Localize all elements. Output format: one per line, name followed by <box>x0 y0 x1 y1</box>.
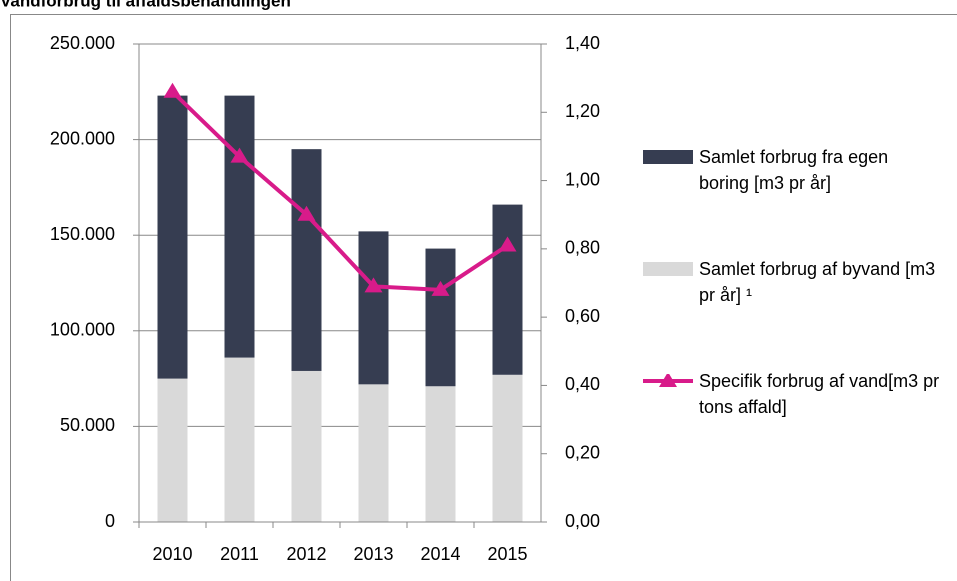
legend-label: Samlet forbrug af byvand [m3 pr år] ¹ <box>699 259 936 305</box>
marker <box>230 147 249 163</box>
x-tick-label: 2011 <box>220 544 259 564</box>
y-tick-label: 0 <box>105 511 115 531</box>
y2-tick-label: 0,60 <box>565 306 600 326</box>
y-tick-label: 250.000 <box>50 33 115 53</box>
x-tick-label: 2015 <box>487 544 527 564</box>
bar <box>492 374 523 522</box>
x-tick-label: 2012 <box>286 544 326 564</box>
y-tick-label: 150.000 <box>50 224 115 244</box>
bar <box>224 95 255 358</box>
legend-key <box>643 372 693 388</box>
y-tick-label: 200.000 <box>50 128 115 148</box>
legend-label: Samlet forbrug fra egen boring [m3 pr år… <box>699 147 889 193</box>
y-tick-label: 50.000 <box>60 415 115 435</box>
y2-tick-label: 1,40 <box>565 33 600 53</box>
y2-tick-label: 0,20 <box>565 442 600 462</box>
bar <box>157 378 188 522</box>
bar <box>291 149 322 371</box>
legend-entry: Samlet forbrug fra egen boring [m3 pr år… <box>643 144 943 196</box>
marker <box>364 277 383 293</box>
bar <box>224 357 255 522</box>
x-tick-label: 2010 <box>152 544 192 564</box>
marker <box>431 280 450 296</box>
bar <box>425 386 456 522</box>
x-tick-label: 2014 <box>420 544 460 564</box>
y-tick-label: 100.000 <box>50 320 115 340</box>
marker <box>163 82 182 98</box>
bar <box>291 370 322 522</box>
marker <box>297 205 316 221</box>
legend-key <box>643 150 693 164</box>
legend-key <box>643 262 693 276</box>
y2-tick-label: 1,00 <box>565 169 600 189</box>
chart-title: Vandforbrug til affaldsbehandlingen <box>0 0 291 10</box>
line <box>171 90 509 292</box>
marker <box>498 236 517 252</box>
y2-tick-label: 0,00 <box>565 511 600 531</box>
y2-tick-label: 0,40 <box>565 374 600 394</box>
y2-tick-label: 1,20 <box>565 101 600 121</box>
x-tick-label: 2013 <box>353 544 393 564</box>
legend-entry: Samlet forbrug af byvand [m3 pr år] ¹ <box>643 256 943 308</box>
bar <box>358 231 389 385</box>
y2-tick-label: 0,80 <box>565 238 600 258</box>
legend-entry: Specifik forbrug af vand[m3 pr tons affa… <box>643 368 943 420</box>
legend-label: Specifik forbrug af vand[m3 pr tons affa… <box>699 371 940 417</box>
bar <box>358 384 389 522</box>
bar <box>157 95 188 379</box>
bar <box>425 248 456 387</box>
bar <box>492 204 523 375</box>
